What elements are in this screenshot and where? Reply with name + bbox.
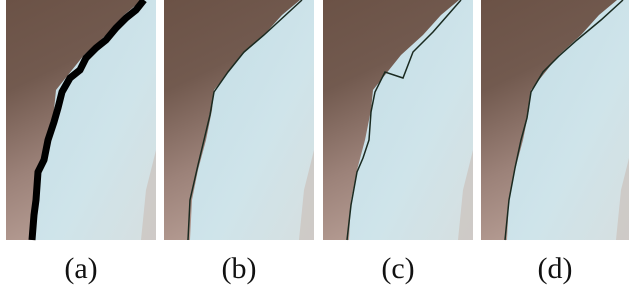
panel-b [164, 0, 314, 240]
panel-label: (a) [64, 252, 97, 285]
panel-label: (d) [538, 252, 573, 285]
figure: (a) (b) (c) (d) [0, 0, 629, 289]
panel-c [323, 0, 473, 240]
panel-a [6, 0, 156, 240]
panel-label: (b) [222, 252, 257, 285]
panel-d [481, 0, 629, 240]
panel-label: (c) [381, 252, 414, 285]
